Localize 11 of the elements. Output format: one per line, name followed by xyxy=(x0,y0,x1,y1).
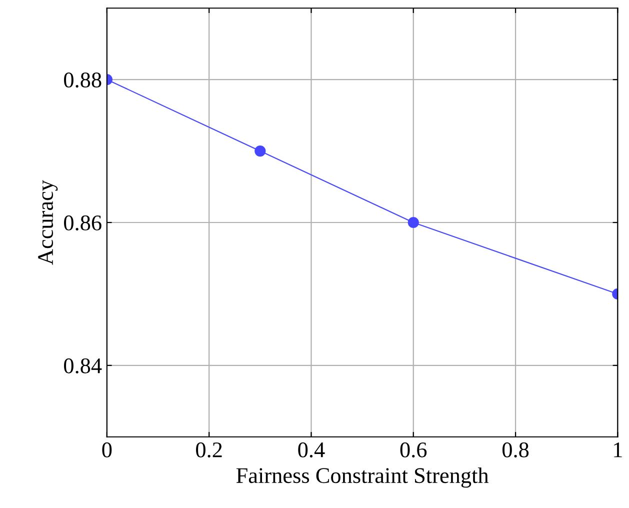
x-tick-label: 0.2 xyxy=(196,442,222,458)
x-tick-label: 0.8 xyxy=(502,442,529,458)
y-axis-title: Accuracy xyxy=(38,180,58,265)
x-axis-title: Fairness Constraint Strength xyxy=(236,467,489,488)
y-tick-label: 0.84 xyxy=(64,358,102,374)
x-tick-label: 1 xyxy=(614,442,622,458)
x-tick-label: 0.6 xyxy=(400,442,427,458)
y-tick-label: 0.88 xyxy=(64,72,102,88)
y-tick-label: 0.86 xyxy=(64,215,102,231)
x-tick-label: 0 xyxy=(102,442,112,458)
x-tick-label: 0.4 xyxy=(298,442,325,458)
